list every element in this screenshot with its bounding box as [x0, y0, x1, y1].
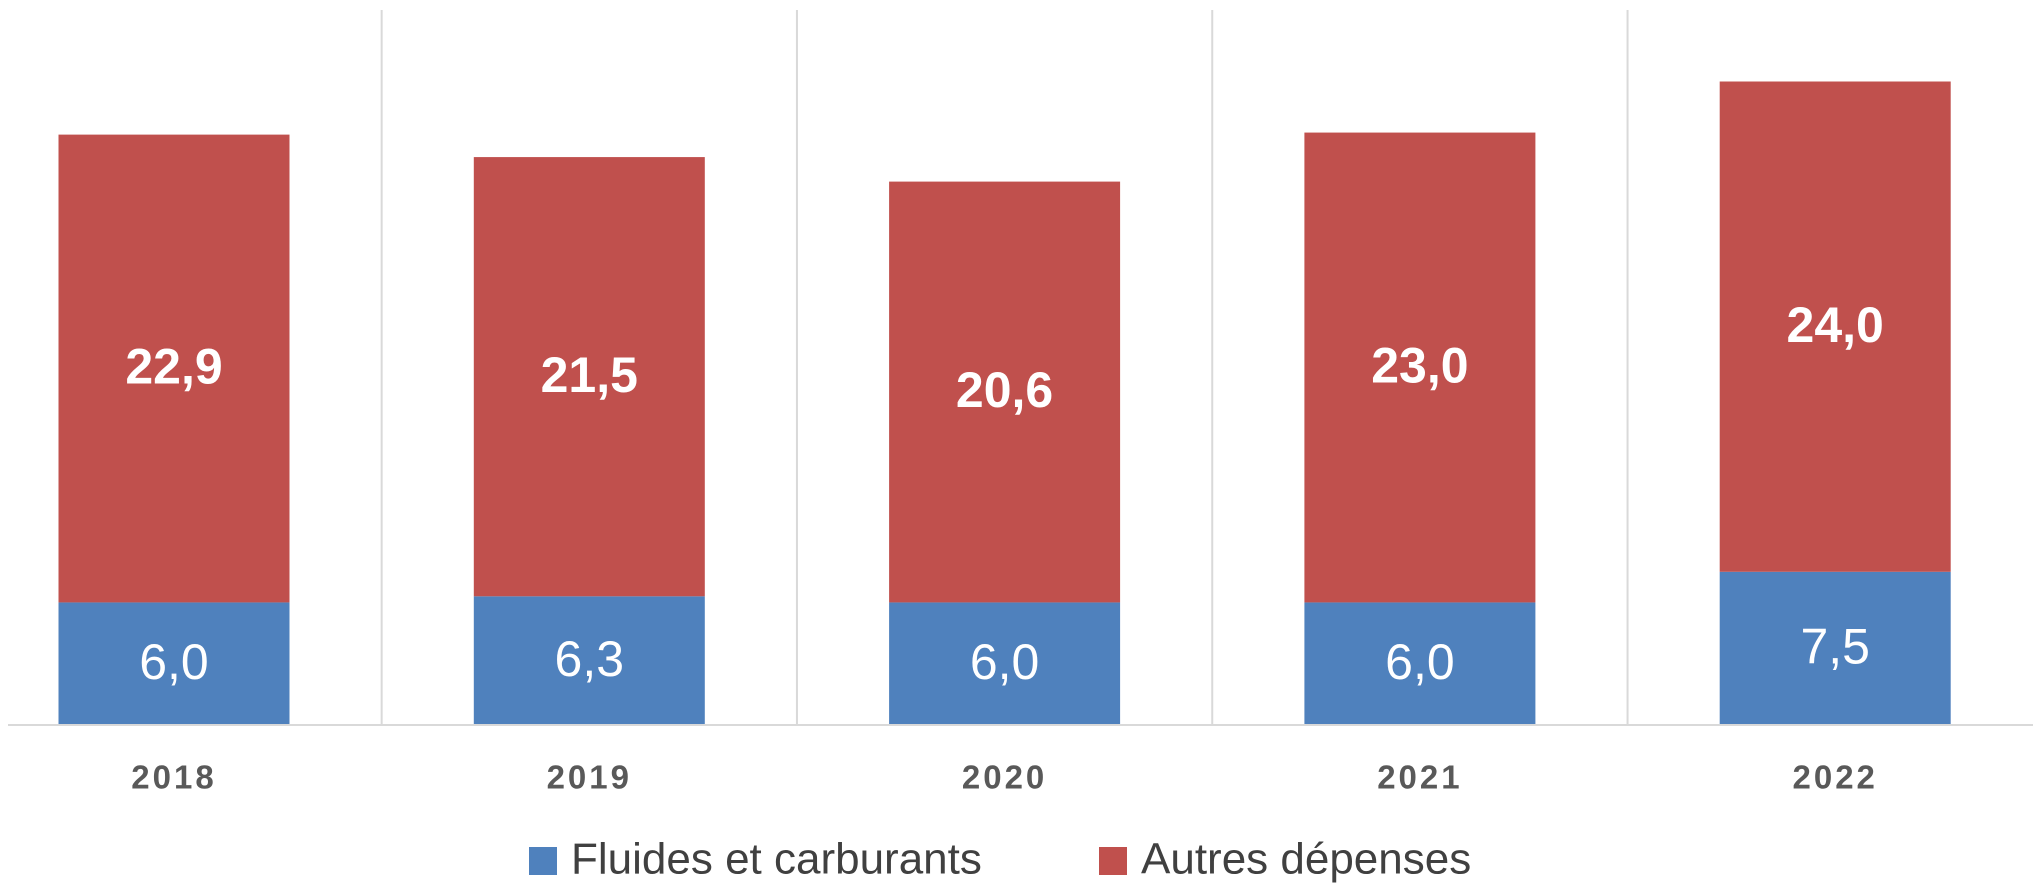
- bar-segment: [1304, 602, 1536, 725]
- data-label: 23,0: [1371, 338, 1468, 394]
- bar-segment: [889, 602, 1121, 725]
- data-label: 6,0: [139, 634, 209, 690]
- bar-segment: [58, 602, 290, 725]
- x-tick-label: 2018: [131, 759, 216, 796]
- bar-segment: [1304, 132, 1536, 603]
- legend-label: Autres dépenses: [1141, 835, 1471, 883]
- bar-segment: [58, 134, 290, 603]
- x-tick-label: 2022: [1792, 759, 1877, 796]
- bar-segment: [1719, 571, 1951, 725]
- bar-segment: [1719, 81, 1951, 572]
- x-tick-label: 2020: [962, 759, 1047, 796]
- x-tick-label: 2019: [547, 759, 632, 796]
- data-label: 6,3: [555, 631, 625, 687]
- legend-swatch: [1099, 847, 1127, 875]
- data-label: 24,0: [1787, 297, 1884, 353]
- data-label: 22,9: [125, 339, 222, 395]
- legend-swatch: [529, 847, 557, 875]
- x-tick-label: 2021: [1377, 759, 1462, 796]
- data-label: 20,6: [956, 362, 1053, 418]
- bar-segment: [473, 157, 705, 597]
- bar-segment: [889, 181, 1121, 603]
- bar-segment: [473, 596, 705, 725]
- legend-label: Fluides et carburants: [571, 835, 982, 883]
- data-label: 21,5: [541, 347, 638, 403]
- data-label: 6,0: [970, 634, 1040, 690]
- data-label: 7,5: [1800, 619, 1870, 675]
- data-label: 6,0: [1385, 634, 1455, 690]
